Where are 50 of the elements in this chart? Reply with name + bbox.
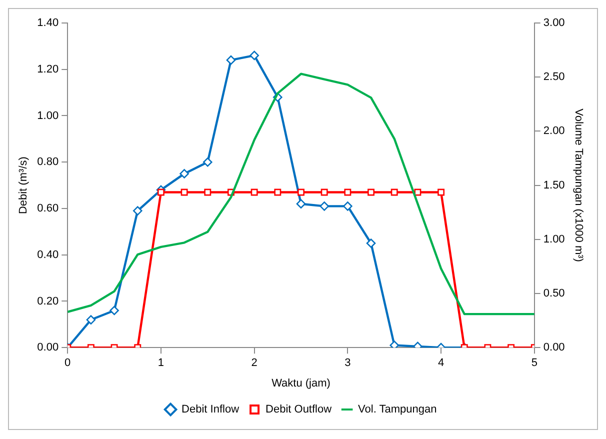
y-tick-label: 0.80 [37,156,59,168]
point [132,206,142,216]
y-tick-label: 1.00 [37,110,59,122]
point [180,169,189,178]
y2-tick-label: 2.50 [543,71,565,84]
y-tick-label: 0.20 [37,295,59,308]
point [296,199,306,208]
point [320,188,328,196]
point [366,238,376,248]
y-tick-label: 0.40 [37,248,59,261]
y2-tick-label: 2.00 [543,125,565,138]
point [298,188,304,196]
x-tick-label: 5 [531,357,538,370]
point [320,202,329,211]
y-tick-label: 0.00 [37,342,59,354]
point [110,306,119,316]
y-tick-label: 1.20 [37,63,59,76]
x-tick-label: 3 [344,357,351,370]
legend-label: Debit Inflow [182,404,240,416]
y2-tick-label: 3.00 [543,17,565,30]
y2-tick-label: 1.00 [543,233,565,246]
y2-tick-label: 0.00 [543,342,565,354]
y2-tick-label: 1.50 [543,179,565,192]
y-axis-title: Debit (m³/s) [18,156,30,214]
point [390,188,398,196]
y-tick-label: 1.40 [37,17,59,30]
point [226,55,236,65]
point [343,202,352,211]
point [250,50,259,60]
point [180,188,188,196]
x-tick-label: 2 [251,357,258,370]
point [202,157,212,167]
point [438,188,445,196]
x-axis-title: Waktu (jam) [272,377,330,390]
x-tick-label: 0 [64,357,71,370]
y2-tick-label: 0.50 [543,288,565,300]
point [344,188,352,196]
point [274,188,282,196]
point [250,188,258,196]
point [390,340,400,348]
x-tick-label: 4 [438,357,444,370]
y2-axis-title: Volume Tampungan (x1000 m³) [572,108,584,262]
legend-label: Vol. Tampungan [358,404,437,416]
point [368,188,374,196]
x-tick-label: 1 [158,357,164,370]
legend-label: Debit Outflow [266,404,332,416]
y-tick-label: 0.60 [37,202,59,215]
point [157,188,164,196]
point [86,315,96,324]
point [204,188,212,196]
